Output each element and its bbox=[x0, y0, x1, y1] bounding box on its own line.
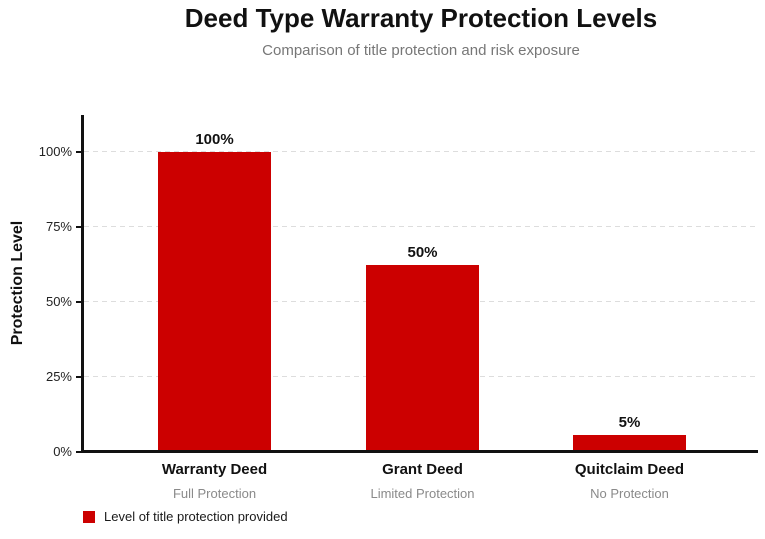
legend: Level of title protection provided bbox=[83, 509, 288, 525]
y-tick-mark bbox=[76, 376, 81, 378]
category-sublabel: No Protection bbox=[590, 486, 669, 501]
category-label: Warranty Deed bbox=[161, 461, 268, 478]
y-tick-label: 25% bbox=[45, 369, 72, 384]
chart-subtitle: Comparison of title protection and risk … bbox=[262, 42, 580, 59]
y-tick-mark bbox=[76, 451, 81, 453]
y-axis-line bbox=[81, 115, 84, 453]
y-tick-mark bbox=[76, 226, 81, 228]
y-tick-mark bbox=[76, 151, 81, 153]
legend-swatch-icon bbox=[83, 511, 95, 523]
category-sublabel: Limited Protection bbox=[370, 486, 475, 501]
y-tick-label: 75% bbox=[45, 219, 72, 234]
y-tick-label: 50% bbox=[45, 294, 72, 309]
gridline bbox=[84, 151, 758, 152]
x-axis-line bbox=[81, 450, 758, 453]
bar-value-label: 50% bbox=[407, 244, 438, 261]
bar-quitclaim-deed bbox=[573, 435, 686, 452]
category-label: Quitclaim Deed bbox=[574, 461, 685, 478]
gridline bbox=[84, 226, 758, 227]
bar-grant-deed bbox=[366, 265, 479, 452]
bar-value-label: 100% bbox=[195, 131, 234, 148]
chart-title: Deed Type Warranty Protection Levels bbox=[184, 3, 658, 33]
category-label: Grant Deed bbox=[382, 461, 463, 478]
category-sublabel: Full Protection bbox=[172, 486, 257, 501]
y-tick-label: 100% bbox=[38, 144, 72, 159]
bar-warranty-deed bbox=[158, 152, 271, 452]
y-tick-label: 0% bbox=[53, 444, 72, 459]
bar-value-label: 5% bbox=[618, 414, 641, 431]
y-tick-mark bbox=[76, 301, 81, 303]
legend-label: Level of title protection provided bbox=[104, 509, 288, 524]
